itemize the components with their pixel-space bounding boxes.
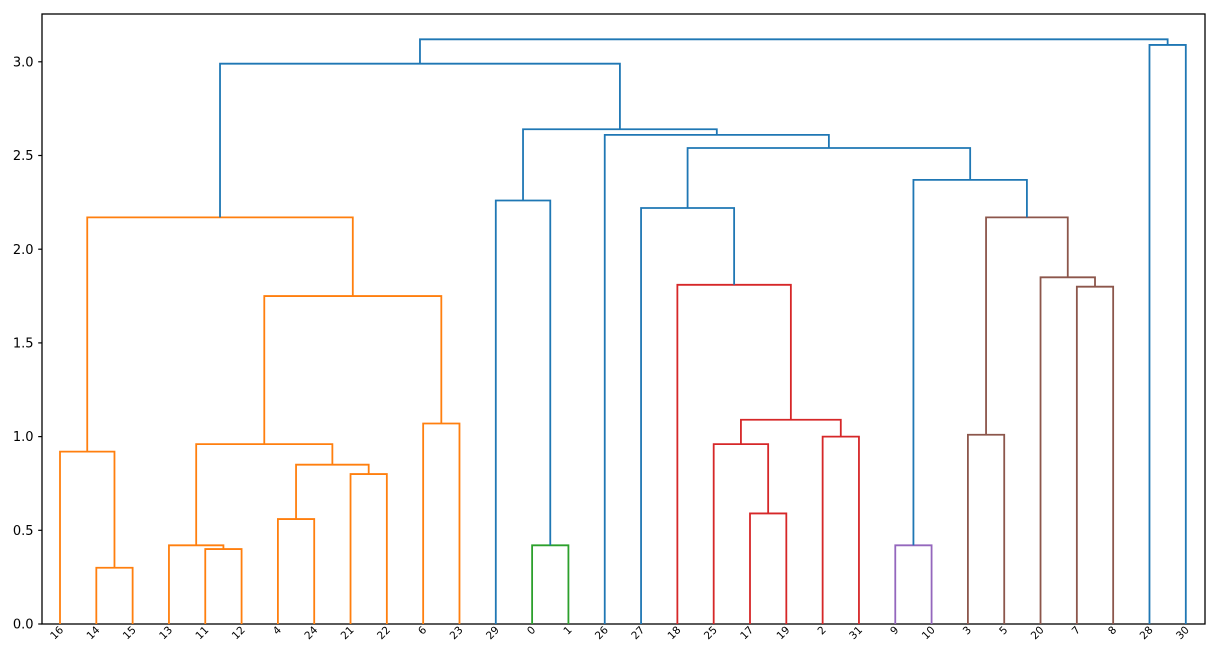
- y-tick-label: 1.0: [13, 430, 34, 445]
- dendrogram-link-N4: [985, 216, 1069, 435]
- y-tick-label: 2.0: [13, 243, 34, 258]
- dendrogram-link-N1: [967, 433, 1006, 624]
- leaf-label: 14: [84, 624, 102, 642]
- leaf-label: 7: [1070, 624, 1083, 637]
- y-tick-label: 0.0: [13, 618, 34, 633]
- dendrogram-link-R3: [821, 435, 860, 624]
- dendrogram-link-B3: [912, 178, 1028, 546]
- leaf-label: 12: [230, 624, 248, 642]
- dendrogram-link-B4: [686, 147, 972, 208]
- leaf-label: 0: [525, 624, 538, 637]
- leaf-label: 6: [416, 624, 429, 637]
- dendrogram-link-R4: [740, 418, 842, 445]
- dendrogram-link-B7: [219, 62, 621, 218]
- leaf-label: 15: [121, 624, 139, 642]
- dendrogram-link-O10: [263, 295, 443, 445]
- y-tick-label: 1.5: [13, 337, 34, 352]
- leaf-label: 31: [847, 624, 865, 642]
- leaf-label: 10: [920, 624, 938, 642]
- dendrogram-link-ROOT: [419, 38, 1169, 64]
- leaf-label: 4: [271, 624, 284, 637]
- dendrogram-link-N3: [1039, 276, 1096, 624]
- dendrogram-link-O8: [195, 443, 334, 546]
- y-tick-label: 0.5: [13, 524, 34, 539]
- y-tick-label: 3.0: [13, 55, 34, 70]
- leaf-label: 1: [561, 624, 574, 637]
- dendrogram-link-O7: [295, 463, 370, 520]
- leaf-label: 26: [593, 624, 611, 642]
- leaf-label: 20: [1029, 624, 1047, 642]
- y-tick-label: 2.5: [13, 149, 34, 164]
- leaf-label: 27: [629, 624, 647, 642]
- dendrogram-link-O2: [59, 450, 116, 624]
- leaf-label: 24: [302, 624, 320, 642]
- dendrogram-link-R2: [712, 443, 770, 624]
- dendrogram-link-G1: [531, 544, 570, 624]
- leaf-label: 18: [666, 624, 684, 642]
- leaf-label: 23: [448, 624, 466, 642]
- dendrogram-link-O1: [95, 566, 134, 624]
- leaf-label: 22: [375, 624, 393, 642]
- leaf-label: 5: [997, 624, 1010, 637]
- leaf-label: 13: [157, 624, 175, 642]
- dendrogram-link-B2: [640, 207, 736, 624]
- dendrogram-link-O5: [277, 518, 316, 624]
- leaf-label: 3: [961, 624, 974, 637]
- leaf-label: 30: [1174, 624, 1192, 642]
- dendrogram-link-N2: [1075, 285, 1115, 624]
- dendrogram-link-O6: [349, 473, 388, 624]
- leaf-label: 19: [774, 624, 792, 642]
- leaf-label: 28: [1138, 624, 1156, 642]
- dendrogram-link-R5: [676, 283, 792, 624]
- dendrogram-link-B1: [494, 199, 552, 624]
- leaf-label: 16: [48, 624, 66, 642]
- leaf-label: 17: [738, 624, 756, 642]
- dendrogram-link-O4: [168, 544, 225, 624]
- dendrogram-link-O3: [204, 548, 243, 624]
- dendrogram-link-R1: [749, 512, 788, 624]
- leaf-label: 8: [1106, 624, 1119, 637]
- leaf-label: 9: [888, 624, 901, 637]
- leaf-label: 21: [339, 624, 357, 642]
- plot-border: [41, 13, 1206, 625]
- leaf-label: 25: [702, 624, 720, 642]
- dendrogram-link-P1: [894, 544, 933, 624]
- dendrogram-link-O11: [86, 216, 354, 452]
- leaf-label: 2: [816, 624, 829, 637]
- leaf-label: 29: [484, 624, 502, 642]
- dendrogram-link-O9: [422, 422, 461, 624]
- leaf-label: 11: [193, 624, 211, 642]
- dendrogram-link-B8: [1148, 44, 1187, 624]
